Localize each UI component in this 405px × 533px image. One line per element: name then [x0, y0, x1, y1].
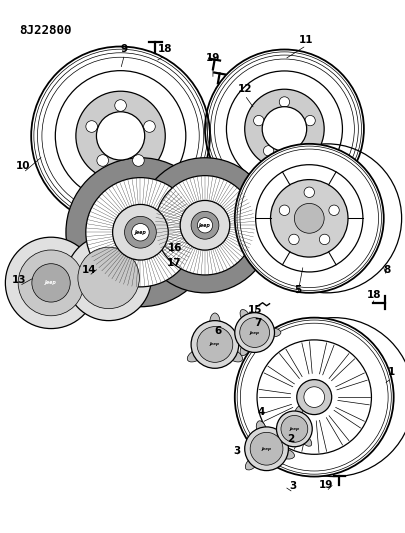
- Circle shape: [97, 155, 108, 166]
- Circle shape: [303, 187, 314, 197]
- Circle shape: [85, 177, 194, 287]
- Circle shape: [196, 327, 232, 362]
- Text: 11: 11: [298, 35, 313, 45]
- Circle shape: [303, 387, 324, 407]
- Circle shape: [234, 144, 383, 293]
- Circle shape: [239, 318, 269, 348]
- Circle shape: [66, 235, 151, 321]
- Circle shape: [270, 180, 347, 257]
- Circle shape: [263, 146, 273, 156]
- Text: 9: 9: [121, 44, 128, 53]
- Circle shape: [276, 411, 311, 447]
- Text: 4: 4: [257, 407, 264, 417]
- Ellipse shape: [209, 313, 220, 334]
- Ellipse shape: [293, 406, 302, 422]
- Circle shape: [131, 223, 149, 241]
- Circle shape: [279, 97, 289, 107]
- Circle shape: [296, 379, 331, 415]
- Circle shape: [66, 158, 214, 306]
- Circle shape: [78, 247, 139, 309]
- Text: 15: 15: [247, 305, 261, 314]
- Circle shape: [234, 313, 274, 352]
- Text: Jeep: Jeep: [289, 427, 298, 431]
- Ellipse shape: [187, 348, 206, 362]
- Text: 6: 6: [214, 326, 221, 336]
- Text: Jeep: Jeep: [134, 230, 146, 235]
- Text: 7: 7: [253, 318, 261, 328]
- Circle shape: [85, 120, 97, 132]
- Text: 17: 17: [166, 258, 181, 268]
- Circle shape: [328, 205, 339, 215]
- Ellipse shape: [245, 455, 260, 470]
- Ellipse shape: [298, 434, 311, 446]
- Circle shape: [191, 321, 238, 368]
- Circle shape: [294, 146, 305, 156]
- Circle shape: [143, 120, 155, 132]
- Circle shape: [294, 204, 323, 233]
- Text: 8J22800: 8J22800: [19, 23, 72, 37]
- Circle shape: [32, 264, 70, 302]
- Circle shape: [96, 112, 144, 160]
- Text: 1: 1: [387, 367, 394, 377]
- Circle shape: [304, 116, 315, 126]
- Circle shape: [18, 250, 84, 316]
- Circle shape: [76, 91, 165, 181]
- Text: 12: 12: [237, 84, 252, 94]
- Circle shape: [288, 234, 298, 245]
- Circle shape: [280, 416, 307, 442]
- Circle shape: [191, 212, 218, 239]
- Text: 5: 5: [293, 285, 300, 295]
- Circle shape: [253, 116, 263, 126]
- Text: 13: 13: [12, 275, 26, 285]
- Ellipse shape: [239, 340, 251, 356]
- Text: 2: 2: [286, 434, 293, 444]
- Text: 19: 19: [205, 53, 220, 63]
- Circle shape: [155, 176, 254, 275]
- Circle shape: [5, 237, 96, 328]
- Circle shape: [112, 205, 168, 260]
- Text: 3: 3: [232, 446, 240, 456]
- Circle shape: [319, 234, 329, 245]
- Text: 10: 10: [16, 160, 30, 171]
- Circle shape: [234, 318, 393, 477]
- Ellipse shape: [271, 429, 286, 437]
- Text: 16: 16: [168, 243, 182, 253]
- Circle shape: [279, 205, 289, 215]
- Ellipse shape: [239, 310, 251, 325]
- Text: 18: 18: [158, 44, 172, 54]
- Text: 18: 18: [366, 290, 380, 300]
- Text: Jeep: Jeep: [198, 223, 211, 228]
- Ellipse shape: [275, 448, 294, 459]
- Circle shape: [197, 217, 212, 233]
- Ellipse shape: [263, 328, 280, 337]
- Circle shape: [115, 100, 126, 111]
- Text: 14: 14: [81, 265, 96, 275]
- Circle shape: [137, 158, 272, 293]
- Circle shape: [124, 216, 156, 248]
- Text: Jeep: Jeep: [261, 447, 271, 451]
- Text: 3: 3: [289, 481, 296, 491]
- Circle shape: [180, 200, 229, 250]
- Text: 8: 8: [382, 265, 389, 275]
- Circle shape: [132, 155, 144, 166]
- Ellipse shape: [223, 348, 242, 362]
- Circle shape: [244, 427, 288, 471]
- Circle shape: [262, 107, 306, 151]
- Ellipse shape: [256, 421, 266, 440]
- Text: Jeep: Jeep: [45, 280, 57, 285]
- Text: Jeep: Jeep: [209, 343, 220, 346]
- Text: 19: 19: [318, 480, 333, 490]
- Text: Jeep: Jeep: [249, 330, 259, 335]
- Circle shape: [249, 432, 282, 465]
- Circle shape: [244, 89, 323, 168]
